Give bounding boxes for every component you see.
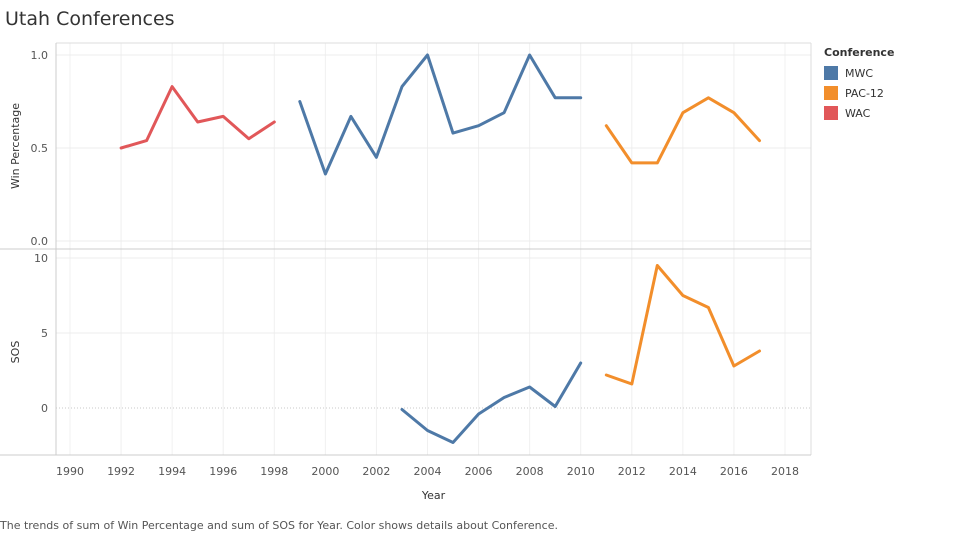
- y-axis-title-win-percentage: Win Percentage: [9, 103, 22, 189]
- legend-label-mwc: MWC: [845, 66, 874, 80]
- x-tick-label: 2014: [669, 465, 697, 478]
- y-axis-title-sos: SOS: [9, 341, 22, 364]
- x-tick-label: 2012: [618, 465, 646, 478]
- legend-label-pac-12: PAC-12: [845, 86, 884, 100]
- x-tick-label: 2018: [771, 465, 799, 478]
- x-tick-label: 1992: [107, 465, 135, 478]
- chart-caption: The trends of sum of Win Percentage and …: [0, 519, 558, 532]
- legend-swatch-pac-12: [824, 86, 838, 100]
- series-line-mwc-sos[interactable]: [400, 361, 583, 444]
- chart-title: Utah Conferences: [5, 8, 175, 30]
- x-tick-label: 2008: [516, 465, 544, 478]
- legend: Conference MWC PAC-12 WAC: [824, 46, 894, 123]
- x-tick-label: 2016: [720, 465, 748, 478]
- x-tick-label: 2010: [567, 465, 595, 478]
- legend-swatch-wac: [824, 106, 838, 120]
- y-tick-label: 0.0: [31, 235, 49, 248]
- x-tick-label: 2006: [465, 465, 493, 478]
- series-line-pac-12-win-percentage[interactable]: [604, 96, 761, 165]
- x-tick-label: 1994: [158, 465, 186, 478]
- series-line-pac-12-sos[interactable]: [604, 264, 761, 386]
- x-tick-label: 1996: [209, 465, 237, 478]
- legend-item-mwc[interactable]: MWC: [824, 63, 894, 83]
- x-axis-title: Year: [421, 489, 446, 502]
- x-tick-label: 2002: [362, 465, 390, 478]
- legend-label-wac: WAC: [845, 106, 871, 120]
- series-line-mwc-win-percentage[interactable]: [298, 53, 583, 176]
- y-tick-label: 1.0: [31, 49, 49, 62]
- x-tick-label: 2000: [311, 465, 339, 478]
- legend-item-wac[interactable]: WAC: [824, 103, 894, 123]
- y-tick-label: 0.5: [31, 142, 49, 155]
- legend-title: Conference: [824, 46, 895, 59]
- legend-item-pac-12[interactable]: PAC-12: [824, 83, 894, 103]
- series-line-wac-win-percentage[interactable]: [119, 85, 276, 150]
- legend-swatch-mwc: [824, 66, 838, 80]
- y-tick-label: 5: [41, 327, 48, 340]
- x-tick-label: 1998: [260, 465, 288, 478]
- x-tick-label: 2004: [414, 465, 442, 478]
- x-tick-label: 1990: [56, 465, 84, 478]
- y-tick-label: 10: [34, 252, 48, 265]
- y-tick-label: 0: [41, 402, 48, 415]
